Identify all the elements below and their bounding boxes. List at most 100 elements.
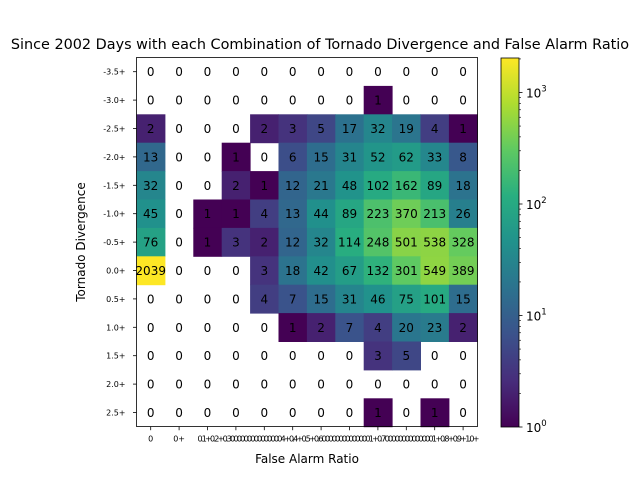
cell-value-label: 2 bbox=[147, 122, 155, 136]
cell-value-label: 44 bbox=[313, 207, 328, 221]
heatmap-cell bbox=[335, 114, 365, 144]
cell-value-label: 0 bbox=[260, 94, 268, 108]
cell-value-label: 1 bbox=[232, 207, 240, 221]
heatmap-cell bbox=[193, 199, 223, 229]
cell-value-label: 370 bbox=[395, 207, 418, 221]
cell-value-label: 0 bbox=[204, 292, 212, 306]
heatmap-cell bbox=[420, 142, 450, 172]
cell-value-label: 20 bbox=[399, 321, 414, 335]
cell-value-label: 1 bbox=[289, 321, 297, 335]
heatmap-cell bbox=[335, 171, 365, 200]
heatmap-cell bbox=[363, 398, 393, 428]
y-tick-label: 2.5+ bbox=[106, 409, 125, 418]
heatmap-cell bbox=[250, 256, 279, 286]
cell-value-label: 0 bbox=[204, 150, 212, 164]
cell-value-label: 2 bbox=[260, 236, 268, 250]
cell-value-label: 0 bbox=[431, 378, 439, 392]
cell-value-label: 5 bbox=[402, 349, 410, 363]
heatmap-cells bbox=[136, 85, 478, 428]
cell-value-label: 3 bbox=[374, 349, 382, 363]
heatmap-cell bbox=[335, 256, 365, 286]
heatmap-cell bbox=[193, 227, 223, 257]
cell-value-label: 0 bbox=[204, 65, 212, 79]
cell-value-label: 328 bbox=[452, 236, 475, 250]
cell-value-label: 0 bbox=[459, 349, 467, 363]
heatmap-cell bbox=[448, 142, 478, 172]
cell-value-label: 0 bbox=[147, 321, 155, 335]
cell-value-label: 15 bbox=[455, 292, 470, 306]
cell-value-label: 0 bbox=[260, 378, 268, 392]
cell-value-label: 0 bbox=[204, 378, 212, 392]
cell-value-label: 32 bbox=[370, 122, 385, 136]
cell-value-label: 1 bbox=[204, 207, 212, 221]
cell-value-label: 0 bbox=[204, 179, 212, 193]
cell-value-label: 18 bbox=[455, 179, 470, 193]
heatmap-cell bbox=[363, 85, 393, 115]
cell-value-label: 1 bbox=[459, 122, 467, 136]
cell-value-label: 0 bbox=[260, 321, 268, 335]
cell-value-label: 0 bbox=[346, 94, 354, 108]
cell-value-label: 0 bbox=[232, 406, 240, 420]
cell-value-label: 1 bbox=[374, 406, 382, 420]
cell-value-label: 0 bbox=[175, 122, 183, 136]
cell-value-label: 0 bbox=[374, 65, 382, 79]
cell-value-label: 0 bbox=[175, 236, 183, 250]
cell-value-label: 0 bbox=[289, 406, 297, 420]
cell-value-label: 0 bbox=[204, 406, 212, 420]
y-tick-label: 2.0+ bbox=[106, 380, 125, 389]
cell-value-label: 0 bbox=[204, 321, 212, 335]
heatmap-cell bbox=[392, 313, 421, 342]
cell-value-label: 3 bbox=[232, 236, 240, 250]
heatmap-cell bbox=[392, 256, 421, 286]
cell-value-label: 0 bbox=[402, 65, 410, 79]
heatmap-cell-labels: 0 0 0 0 0 0 0 0 0 0 0 00 0 0 0 0 0 0 0 1 0 0 02 0 0 0 2 3 5 17 32 19 4 11… bbox=[135, 65, 474, 420]
heatmap-cell bbox=[136, 114, 166, 144]
heatmap-cell bbox=[363, 341, 393, 371]
cell-value-label: 248 bbox=[366, 236, 389, 250]
heatmap-cell bbox=[392, 199, 421, 229]
cell-value-label: 0 bbox=[232, 378, 240, 392]
cell-value-label: 67 bbox=[342, 264, 357, 278]
heatmap-cell bbox=[392, 142, 421, 172]
heatmap-cell bbox=[221, 199, 251, 229]
cell-value-label: 0 bbox=[260, 406, 268, 420]
cell-value-label: 0 bbox=[204, 349, 212, 363]
heatmap-cell bbox=[136, 171, 166, 200]
cell-value-label: 45 bbox=[143, 207, 158, 221]
cell-value-label: 0 bbox=[232, 264, 240, 278]
y-tick-label: -2.5+ bbox=[103, 125, 125, 134]
cell-value-label: 0 bbox=[232, 94, 240, 108]
cell-value-label: 114 bbox=[338, 236, 361, 250]
heatmap-cell bbox=[448, 256, 478, 286]
heatmap-cell bbox=[306, 142, 336, 172]
heatmap-cell bbox=[420, 398, 450, 428]
cell-value-label: 0 bbox=[175, 207, 183, 221]
heatmap-cell bbox=[448, 114, 478, 144]
heatmap-cell bbox=[250, 284, 279, 314]
colorbar-tick-label: 102 bbox=[526, 196, 547, 212]
cell-value-label: 0 bbox=[431, 94, 439, 108]
cell-value-label: 17 bbox=[342, 122, 357, 136]
heatmap-cell bbox=[278, 313, 308, 342]
y-tick-label: 1.0+ bbox=[106, 323, 125, 332]
y-tick-label: -2.0+ bbox=[103, 153, 125, 162]
cell-value-label: 0 bbox=[204, 122, 212, 136]
cell-value-label: 42 bbox=[313, 264, 328, 278]
heatmap-cell bbox=[278, 114, 308, 144]
cell-value-label: 2 bbox=[317, 321, 325, 335]
cell-value-label: 6 bbox=[289, 150, 297, 164]
cell-value-label: 13 bbox=[285, 207, 300, 221]
cell-value-label: 213 bbox=[423, 207, 446, 221]
cell-value-label: 0 bbox=[204, 94, 212, 108]
cell-value-label: 0 bbox=[346, 378, 354, 392]
cell-value-label: 0 bbox=[232, 65, 240, 79]
heatmap-cell bbox=[420, 227, 450, 257]
cell-value-label: 0 bbox=[459, 65, 467, 79]
heatmap-cell bbox=[448, 171, 478, 200]
cell-value-label: 32 bbox=[143, 179, 158, 193]
cell-value-label: 0 bbox=[317, 406, 325, 420]
cell-value-label: 501 bbox=[395, 236, 418, 250]
cell-value-label: 31 bbox=[342, 150, 357, 164]
y-tick-label: 0.0+ bbox=[106, 267, 125, 276]
heatmap-cell bbox=[420, 256, 450, 286]
